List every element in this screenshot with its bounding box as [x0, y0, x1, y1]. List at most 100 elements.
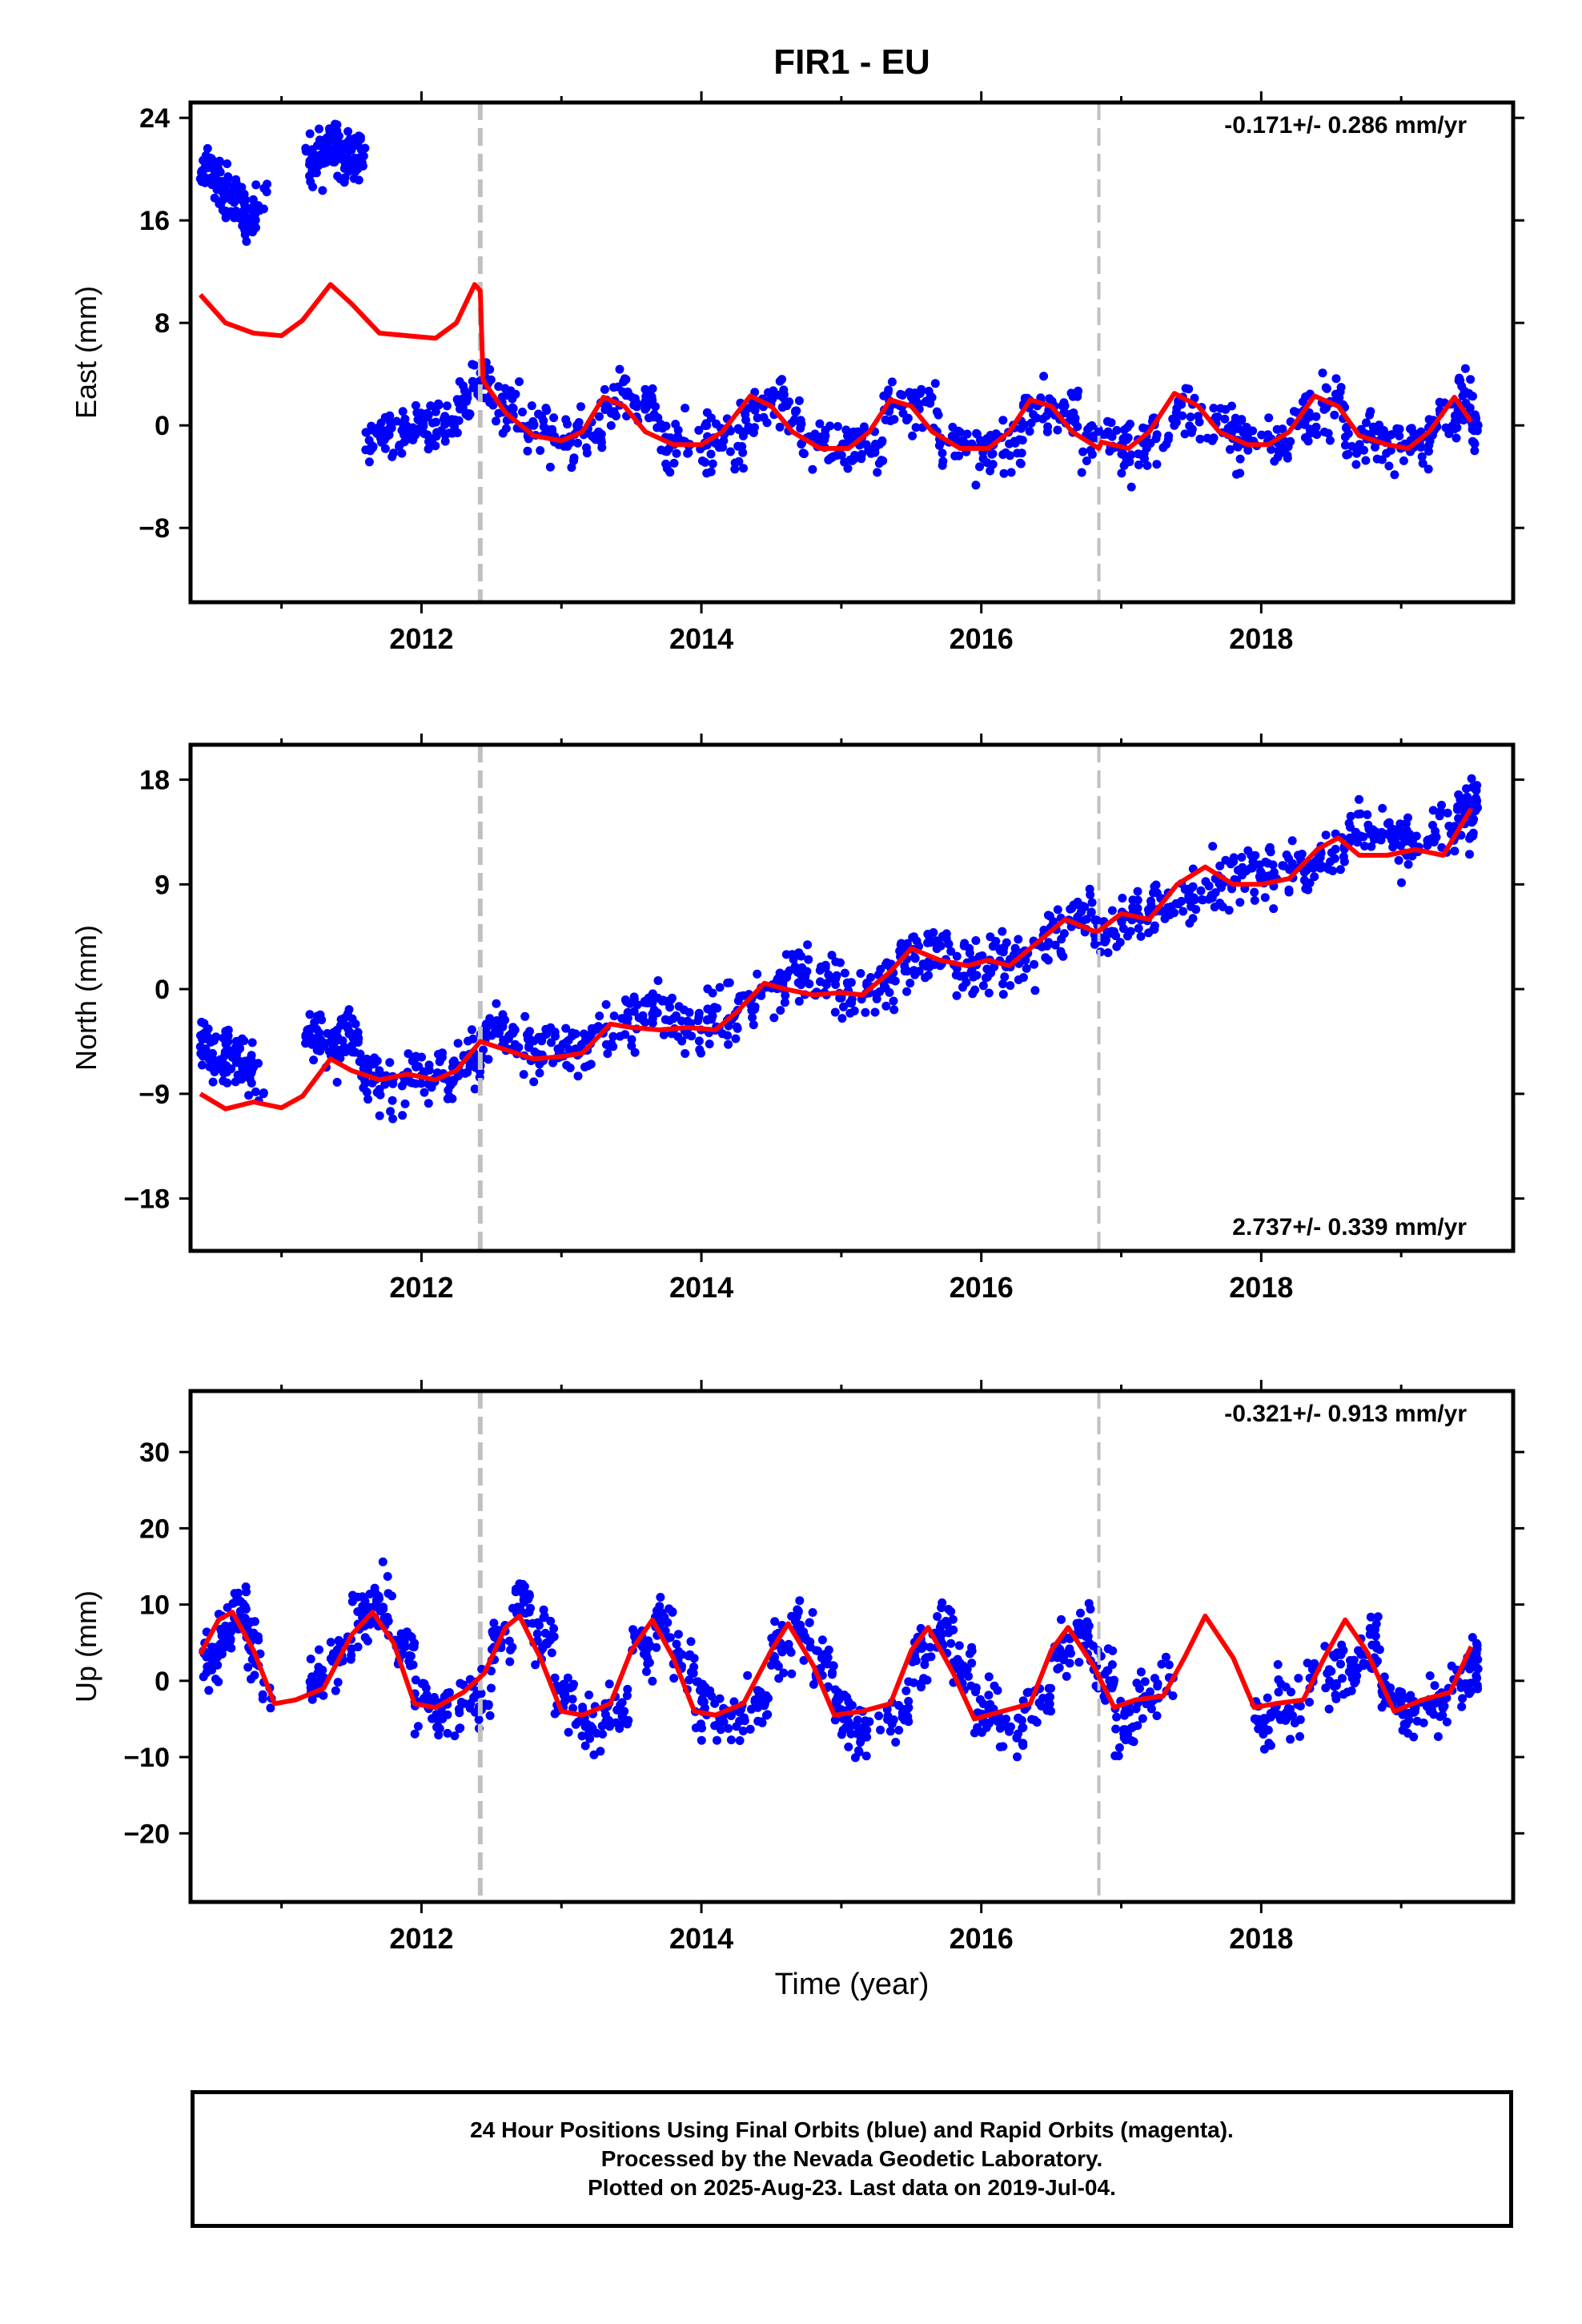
data-point [424, 433, 434, 443]
data-point [777, 1645, 786, 1655]
data-point [1022, 963, 1031, 973]
data-point [1375, 834, 1384, 844]
data-point [1259, 873, 1268, 883]
data-point [797, 980, 805, 990]
x-tick-label: 2012 [389, 1271, 453, 1304]
data-point [1250, 895, 1259, 905]
data-point [627, 1035, 636, 1044]
data-point [881, 959, 890, 969]
data-point [661, 446, 670, 456]
data-point [1253, 1716, 1263, 1726]
data-point [623, 387, 632, 396]
data-point [568, 1695, 577, 1704]
data-point [622, 1691, 632, 1700]
data-point [1346, 811, 1355, 821]
data-point [1263, 1693, 1272, 1703]
data-point [854, 1746, 863, 1755]
data-point [1318, 368, 1327, 378]
data-point [1468, 1633, 1477, 1642]
data-point [549, 1624, 559, 1633]
data-point [1402, 834, 1411, 843]
y-tick-label: −10 [123, 1743, 170, 1773]
data-point [404, 1049, 413, 1059]
data-point [1196, 886, 1206, 895]
data-point [988, 942, 998, 951]
x-axis-title: Time (year) [775, 1968, 930, 2001]
data-point [779, 1668, 789, 1678]
data-point [603, 402, 612, 412]
data-point [885, 987, 894, 997]
data-point [716, 1725, 725, 1735]
data-point [738, 448, 748, 457]
data-point [1117, 918, 1126, 927]
data-point [1295, 1731, 1304, 1741]
data-point [1225, 444, 1235, 454]
data-point [1371, 1640, 1381, 1649]
data-point [1237, 853, 1247, 862]
data-point [488, 400, 498, 410]
data-point [506, 1645, 516, 1655]
data-point [640, 396, 650, 406]
data-point [946, 1638, 956, 1648]
data-point [243, 1056, 252, 1066]
data-point [776, 1006, 785, 1015]
data-point [1204, 881, 1214, 891]
data-point [210, 193, 219, 203]
data-point [1282, 850, 1291, 859]
data-point [462, 396, 472, 406]
data-point [1469, 814, 1479, 824]
data-point [362, 1065, 371, 1075]
data-point [259, 1088, 268, 1098]
data-point [484, 1055, 493, 1064]
data-point [753, 1686, 762, 1695]
data-point [1018, 1739, 1027, 1749]
data-point [857, 449, 866, 459]
data-point [1133, 887, 1142, 896]
data-point [1234, 424, 1243, 433]
y-tick-label: −20 [123, 1819, 170, 1849]
data-point [508, 1603, 517, 1613]
data-point [414, 416, 424, 425]
data-point [443, 1688, 452, 1698]
data-point [1394, 855, 1403, 865]
data-point [1452, 805, 1462, 814]
data-point [946, 947, 956, 956]
data-point [629, 992, 639, 1002]
caption-line-1: 24 Hour Positions Using Final Orbits (bl… [470, 2117, 1234, 2142]
data-point [1235, 468, 1245, 478]
data-point [644, 413, 653, 423]
data-point [1114, 1743, 1124, 1752]
data-point [986, 466, 995, 476]
data-point [1231, 417, 1240, 427]
data-point [250, 1671, 259, 1680]
data-point [1006, 468, 1016, 477]
data-point [1424, 447, 1433, 456]
data-point [1347, 441, 1357, 451]
data-point [921, 1654, 930, 1663]
data-point [967, 1647, 977, 1655]
data-point [549, 413, 559, 423]
data-point [800, 1632, 809, 1642]
data-point [314, 1663, 323, 1672]
data-point [995, 1742, 1005, 1751]
data-point [798, 448, 808, 458]
data-point [319, 1041, 328, 1051]
data-point [1184, 384, 1194, 394]
data-point [791, 406, 801, 416]
data-point [694, 425, 704, 435]
data-point [1387, 430, 1396, 440]
data-point [697, 1735, 706, 1745]
data-point [998, 990, 1008, 999]
data-point [580, 1741, 590, 1751]
data-point [606, 420, 616, 430]
data-point [1057, 1614, 1066, 1624]
data-point [1427, 1705, 1436, 1715]
data-point [823, 1659, 833, 1669]
data-point [312, 1011, 322, 1021]
data-point [1221, 404, 1231, 414]
data-point [816, 977, 825, 987]
data-point [487, 1683, 496, 1693]
data-point [355, 1057, 364, 1067]
data-point [731, 1034, 741, 1043]
data-point [315, 151, 324, 160]
